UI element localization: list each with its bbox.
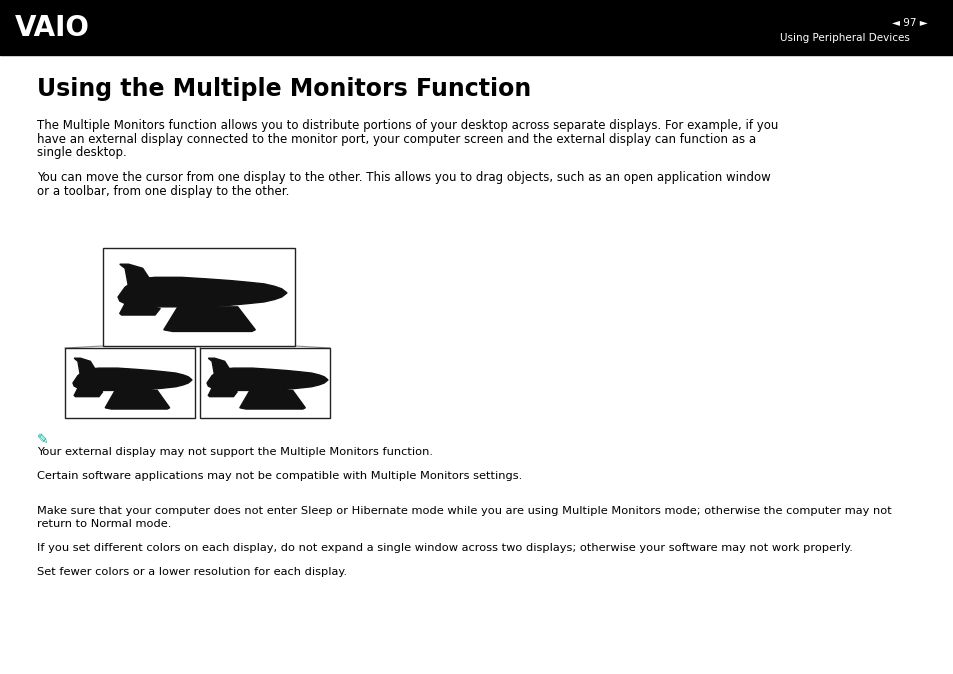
Text: VAIO: VAIO (10, 630, 78, 654)
Polygon shape (164, 307, 255, 332)
Bar (103, 248, 294, 346)
Text: You can move the cursor from one display to the other. This allows you to drag o: You can move the cursor from one display… (37, 171, 770, 185)
Bar (65, 348, 194, 418)
Text: return to Normal mode.: return to Normal mode. (37, 519, 172, 529)
Polygon shape (133, 398, 151, 403)
Bar (200, 348, 330, 418)
Text: ◄ 97 ►: ◄ 97 ► (891, 18, 927, 28)
Text: ✎: ✎ (37, 433, 49, 447)
Polygon shape (72, 368, 192, 390)
Text: Using Peripheral Devices: Using Peripheral Devices (780, 33, 909, 43)
Text: have an external display connected to the monitor port, your computer screen and: have an external display connected to th… (37, 133, 756, 146)
Text: Make sure that your computer does not enter Sleep or Hibernate mode while you ar: Make sure that your computer does not en… (37, 506, 891, 516)
Polygon shape (208, 358, 230, 375)
Polygon shape (208, 388, 237, 396)
Polygon shape (204, 317, 229, 324)
Bar (0, 0, 953, 55)
Text: If you set different colors on each display, do not expand a single window acros: If you set different colors on each disp… (37, 543, 852, 553)
Polygon shape (118, 277, 287, 307)
Polygon shape (74, 388, 103, 396)
Polygon shape (74, 358, 95, 375)
Polygon shape (239, 390, 305, 409)
Text: or a toolbar, from one display to the other.: or a toolbar, from one display to the ot… (37, 185, 289, 198)
Text: Set fewer colors or a lower resolution for each display.: Set fewer colors or a lower resolution f… (37, 567, 347, 577)
Text: single desktop.: single desktop. (37, 146, 127, 159)
Text: Your external display may not support the Multiple Monitors function.: Your external display may not support th… (37, 447, 433, 457)
Polygon shape (207, 368, 328, 390)
Text: The Multiple Monitors function allows you to distribute portions of your desktop: The Multiple Monitors function allows yo… (37, 119, 778, 132)
Text: Certain software applications may not be compatible with Multiple Monitors setti: Certain software applications may not be… (37, 471, 521, 481)
Polygon shape (105, 390, 170, 409)
Polygon shape (120, 264, 150, 287)
Text: Using the Multiple Monitors Function: Using the Multiple Monitors Function (37, 77, 531, 101)
Text: VAIO: VAIO (15, 13, 90, 42)
Polygon shape (269, 398, 286, 403)
Polygon shape (120, 303, 160, 315)
